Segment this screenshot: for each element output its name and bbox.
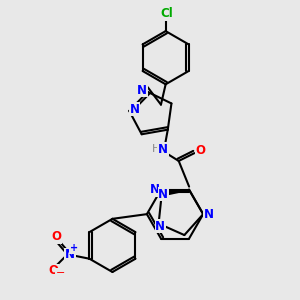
Text: −: − (56, 268, 65, 278)
Text: N: N (130, 103, 140, 116)
Text: O: O (49, 264, 59, 277)
Text: N: N (65, 248, 75, 262)
Text: O: O (196, 144, 206, 158)
Text: +: + (70, 243, 78, 253)
Text: N: N (204, 208, 214, 220)
Text: N: N (158, 143, 168, 156)
Text: N: N (158, 188, 168, 200)
Text: Cl: Cl (161, 8, 174, 20)
Text: O: O (51, 230, 61, 243)
Text: N: N (137, 84, 147, 97)
Text: N: N (150, 183, 160, 196)
Text: H: H (152, 144, 160, 154)
Text: N: N (155, 220, 165, 232)
